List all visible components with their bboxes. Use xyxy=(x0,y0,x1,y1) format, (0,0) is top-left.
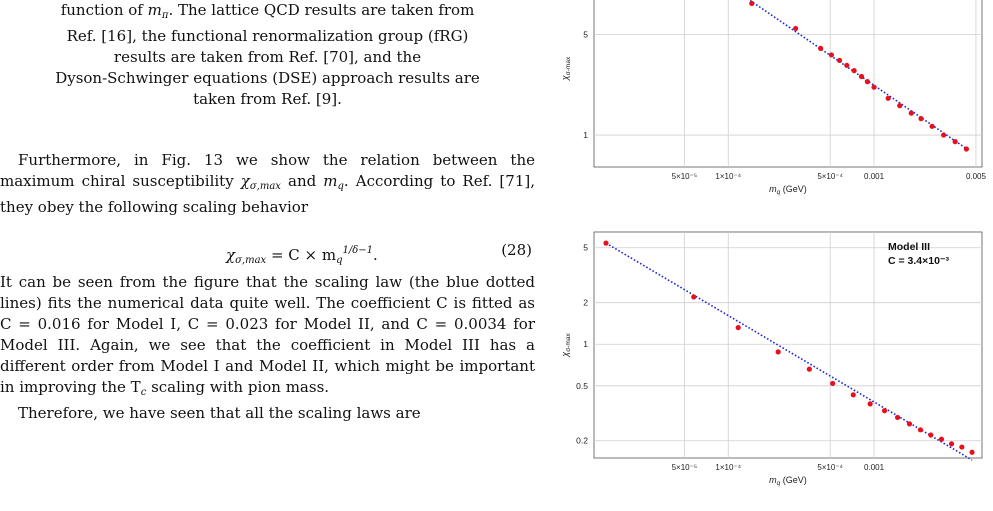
data-point xyxy=(917,427,924,433)
data-point xyxy=(775,349,781,355)
data-point xyxy=(830,380,836,387)
math-subscript: q xyxy=(337,181,344,192)
math-symbol: m xyxy=(147,1,162,19)
data-point xyxy=(906,421,913,427)
data-point xyxy=(793,25,799,32)
x-tick-label: 0.005 xyxy=(966,172,987,181)
x-tick-label: 1×10⁻⁴ xyxy=(715,463,741,472)
coefficient-annotation: C = 3.4×10⁻³ xyxy=(888,255,949,267)
x-axis-label: mq (GeV) xyxy=(769,184,807,196)
data-point xyxy=(851,68,857,74)
y-axis-label: χσ-max xyxy=(560,333,572,358)
caption-text: . The lattice QCD results are taken from xyxy=(168,1,475,19)
data-point xyxy=(871,84,877,90)
chart-model-iii: 5×10⁻⁵ 1×10⁻⁴ 5×10⁻⁴ 0.001 0.2 0.5 1 2 5 mq (GeV)… xyxy=(560,231,983,487)
data-point xyxy=(818,45,824,51)
data-point xyxy=(749,0,755,7)
y-tick-label: 5 xyxy=(583,243,588,253)
data-point xyxy=(691,294,697,300)
data-point xyxy=(929,123,935,129)
data-point xyxy=(867,401,873,407)
data-point xyxy=(828,52,835,58)
data-point xyxy=(963,146,970,152)
caption-text: function of xyxy=(60,1,148,19)
caption-text: taken from Ref. [9]. xyxy=(193,90,342,108)
x-tick-label: 0.001 xyxy=(864,172,885,181)
paragraph: It can be seen from the figure that the … xyxy=(0,273,535,398)
y-tick-label: 2 xyxy=(583,298,588,308)
y-tick-label: 0.5 xyxy=(576,381,588,391)
x-tick-label: 1×10⁻⁴ xyxy=(715,172,741,181)
data-point xyxy=(735,324,741,331)
data-point xyxy=(603,240,609,246)
data-point xyxy=(806,366,812,372)
data-point xyxy=(948,441,955,447)
text-column: function of mπ. The lattice QCD results … xyxy=(0,0,535,424)
x-tick-label: 5×10⁻⁵ xyxy=(672,463,698,472)
data-point xyxy=(969,449,975,455)
y-tick-label: 5 xyxy=(583,29,588,39)
data-point xyxy=(864,79,870,85)
data-point xyxy=(952,139,958,145)
math-symbol: m xyxy=(323,172,338,190)
x-axis-label: mq (GeV) xyxy=(769,475,807,487)
math-symbol: χ xyxy=(240,172,250,190)
data-point xyxy=(881,408,888,414)
y-tick-label: 1 xyxy=(583,339,588,349)
data-point xyxy=(938,436,945,442)
data-point xyxy=(836,57,843,63)
equation-body: χσ,max = C × mq1/δ−1. xyxy=(226,245,378,266)
data-point xyxy=(894,414,901,421)
data-point xyxy=(850,392,856,398)
x-tick-label: 5×10⁻⁴ xyxy=(817,463,843,472)
data-point xyxy=(928,432,934,438)
x-tick-label: 5×10⁻⁵ xyxy=(672,172,698,181)
caption-text: Ref. [16], the functional renormalizatio… xyxy=(66,27,469,45)
data-point xyxy=(897,103,903,109)
equation-28: χσ,max = C × mq1/δ−1. (28) xyxy=(0,232,535,268)
math-subscript: π xyxy=(161,10,169,21)
data-point xyxy=(844,62,850,68)
paragraph: Therefore, we have seen that all the sca… xyxy=(18,404,421,422)
y-tick-label: 0.2 xyxy=(576,436,588,446)
caption-text: results are taken from Ref. [70], and th… xyxy=(113,48,422,66)
caption-text: Dyson-Schwinger equations (DSE) approach… xyxy=(55,69,480,87)
data-point xyxy=(908,110,914,116)
data-point xyxy=(858,73,865,80)
x-tick-label: 0.001 xyxy=(864,463,885,472)
y-axis-label: χσ-max xyxy=(560,56,572,81)
model-annotation: Model III xyxy=(888,241,930,253)
plot-frame xyxy=(593,0,983,168)
x-tick-label: 5×10⁻⁴ xyxy=(817,172,843,181)
data-point xyxy=(959,444,965,450)
fit-line xyxy=(605,242,973,461)
data-point xyxy=(918,116,924,122)
math-subscript: σ,max xyxy=(249,181,281,192)
plot-frame xyxy=(593,231,983,459)
data-point xyxy=(885,95,891,101)
data-point xyxy=(941,132,947,138)
equation-number: (28) xyxy=(501,241,532,259)
figure-caption-tail: function of mπ. The lattice QCD results … xyxy=(0,0,535,110)
paragraph: Furthermore, in Fig. 13 we show the rela… xyxy=(0,151,535,216)
y-tick-label: 1 xyxy=(583,130,588,140)
